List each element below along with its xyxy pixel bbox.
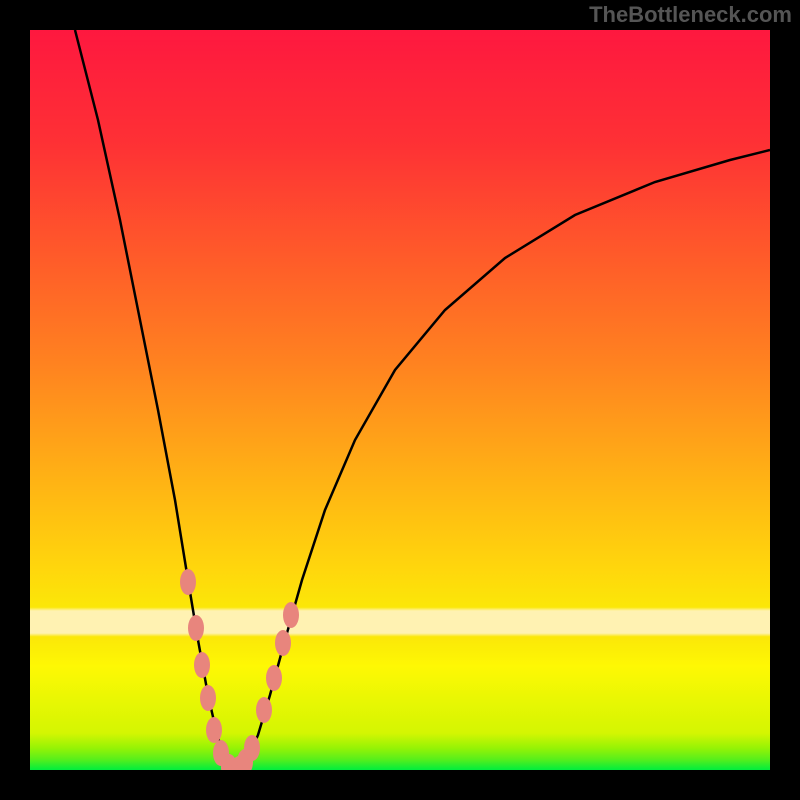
right-curve	[235, 150, 770, 770]
data-markers	[180, 569, 299, 770]
data-marker	[244, 735, 260, 761]
data-marker	[188, 615, 204, 641]
curve-layer	[30, 30, 770, 770]
data-marker	[275, 630, 291, 656]
data-marker	[283, 602, 299, 628]
data-marker	[206, 717, 222, 743]
data-marker	[180, 569, 196, 595]
data-marker	[200, 685, 216, 711]
data-marker	[256, 697, 272, 723]
plot-area	[30, 30, 770, 770]
chart-frame: TheBottleneck.com	[0, 0, 800, 800]
watermark-text: TheBottleneck.com	[589, 2, 792, 28]
data-marker	[194, 652, 210, 678]
data-marker	[266, 665, 282, 691]
left-curve	[75, 30, 235, 770]
